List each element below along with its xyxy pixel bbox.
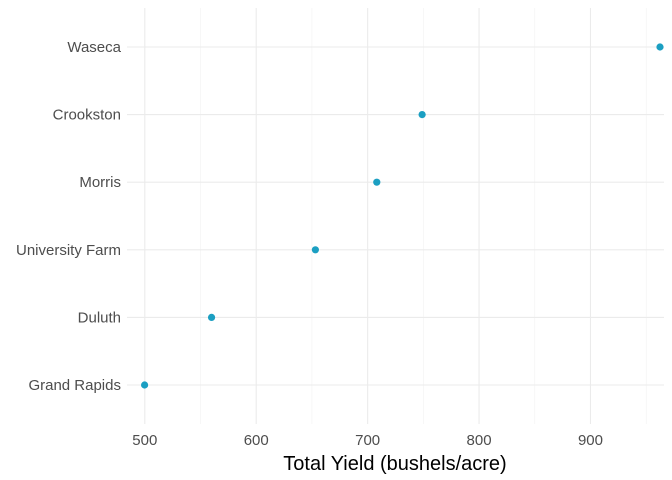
- x-axis-labels: 500 600 700 800 900: [132, 432, 603, 449]
- x-tick-label: 600: [244, 432, 269, 449]
- x-tick-label: 500: [132, 432, 157, 449]
- y-tick-label: Crookston: [53, 107, 121, 124]
- data-point: [656, 43, 664, 51]
- x-tick-label: 900: [578, 432, 603, 449]
- y-axis-labels: Grand Rapids Duluth University Farm Morris C…: [16, 39, 122, 394]
- data-point: [207, 313, 216, 321]
- y-tick-label: Waseca: [67, 39, 121, 56]
- data-point: [141, 381, 149, 389]
- x-axis-title: Total Yield (bushels/acre): [283, 453, 506, 475]
- y-tick-label: Duluth: [78, 309, 121, 326]
- data-points: [141, 43, 664, 389]
- y-tick-label: Grand Rapids: [28, 377, 121, 394]
- y-tick-label: University Farm: [16, 242, 121, 259]
- x-tick-label: 700: [355, 432, 380, 449]
- data-point: [311, 246, 319, 254]
- x-tick-label: 800: [467, 432, 492, 449]
- gridlines: [127, 8, 664, 424]
- data-point: [373, 178, 381, 186]
- y-tick-label: Morris: [79, 174, 121, 191]
- data-point: [418, 111, 426, 119]
